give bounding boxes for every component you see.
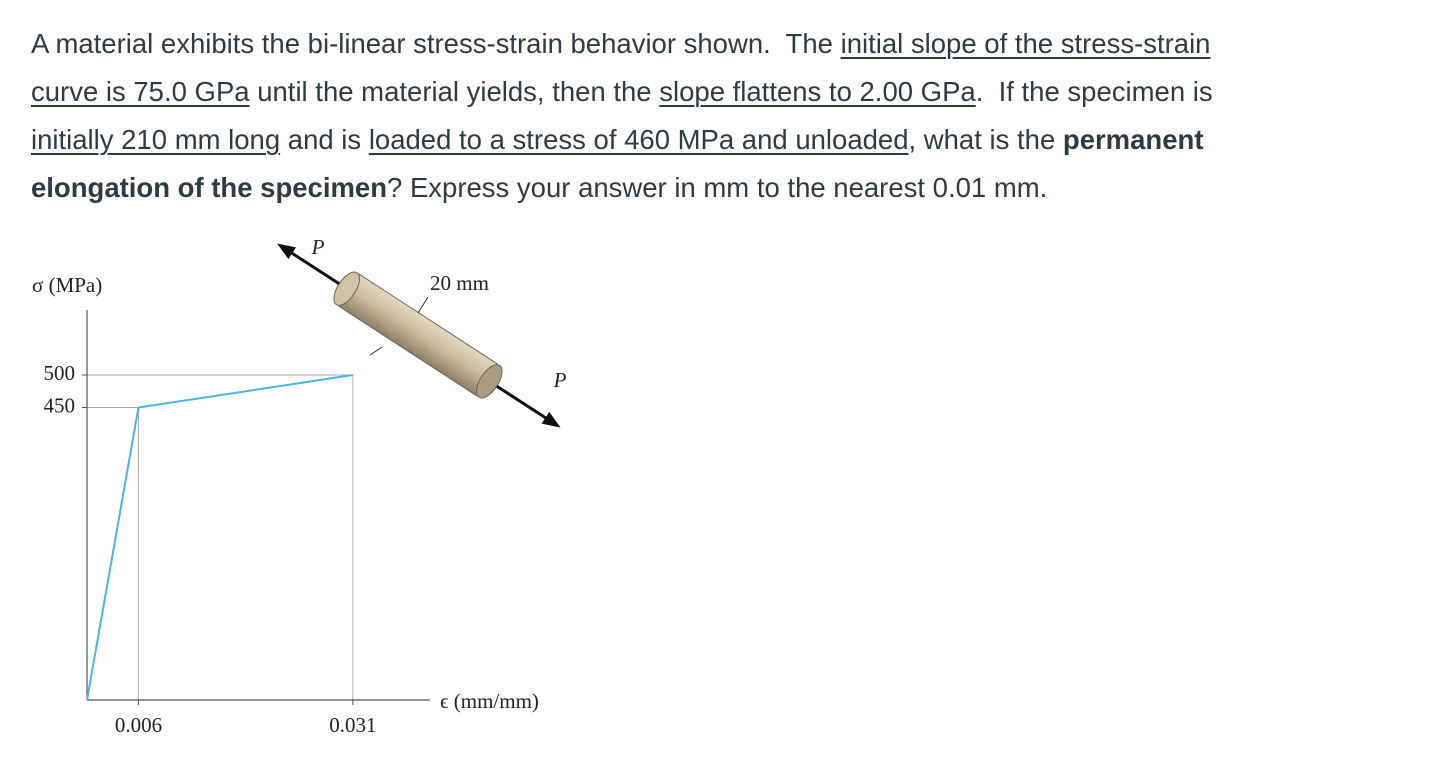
text-segment: and is [280,124,369,155]
text-segment: initial slope of the stress-strain [840,28,1211,59]
x-tick-label: 0.006 [115,713,162,737]
text-segment: loaded to a stress of 460 MPa and unload… [368,124,909,155]
text-segment: ? Express your answer in mm to the neare… [387,172,1048,203]
text-line: A material exhibits the bi-linear stress… [31,20,1421,68]
text-segment: initially 210 mm long [31,124,281,155]
stress-strain-curve [86,374,353,701]
text-segment: A material exhibits the bi-linear stress… [31,28,841,59]
y-tick-label: 500 [44,361,76,385]
text-segment: slope flattens to 2.00 GPa [659,76,976,107]
text-segment: , what is the [908,124,1063,155]
figure: P 20 mm P σ (MPa) ϵ (mm/mm) 450 500 0.006 0.0… [32,235,567,737]
y-axis-label: σ (MPa) [32,273,102,297]
x-axis-label: ϵ (mm/mm) [440,689,539,713]
text-segment: until the material yields, then the [249,76,660,107]
x-tick-label: 0.031 [329,713,376,737]
specimen [277,243,561,428]
load-label: P [553,368,567,392]
text-line: initially 210 mm long and is loaded to a… [31,116,1421,164]
text-line: curve is 75.0 GPa until the material yie… [31,68,1421,116]
text-segment: curve is 75.0 GPa [31,76,250,107]
text-segment: elongation of the specimen [31,172,388,203]
chart: σ (MPa) ϵ (mm/mm) 450 500 0.006 0.031 [32,273,539,737]
diameter-label: 20 mm [430,271,489,295]
question: A material exhibits the bi-linear stress… [31,20,1421,212]
y-tick-label: 450 [44,393,76,417]
text-segment: . If the specimen is [975,76,1213,107]
text-line: elongation of the specimen? Express your… [31,164,1421,212]
text-segment: permanent [1062,124,1204,155]
load-label: P [311,235,325,259]
